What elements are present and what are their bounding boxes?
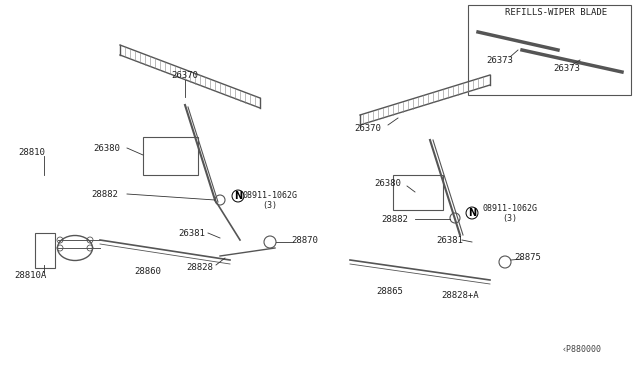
Text: REFILLS-WIPER BLADE: REFILLS-WIPER BLADE <box>505 7 607 16</box>
Text: 28828+A: 28828+A <box>441 291 479 299</box>
Text: 26373: 26373 <box>554 64 580 73</box>
Bar <box>35 233 55 268</box>
Bar <box>143 137 198 175</box>
Text: 26380: 26380 <box>374 179 401 187</box>
Text: 28882: 28882 <box>381 215 408 224</box>
Text: 08911-1062G: 08911-1062G <box>483 203 538 212</box>
Text: 28860: 28860 <box>134 267 161 276</box>
Text: N: N <box>234 191 242 201</box>
Text: 28828: 28828 <box>187 263 213 273</box>
Text: N: N <box>468 208 476 218</box>
Text: (3): (3) <box>502 214 518 222</box>
Text: 28810A: 28810A <box>14 270 46 279</box>
Text: 28810: 28810 <box>19 148 45 157</box>
Text: 26381: 26381 <box>179 228 205 237</box>
Text: (3): (3) <box>262 201 278 209</box>
Text: 28882: 28882 <box>92 189 118 199</box>
Text: 26370: 26370 <box>172 71 198 80</box>
Bar <box>393 175 443 210</box>
Bar <box>468 5 631 95</box>
Text: 26381: 26381 <box>436 235 463 244</box>
Text: 28875: 28875 <box>515 253 541 262</box>
Text: 08911-1062G: 08911-1062G <box>243 190 298 199</box>
Text: 26373: 26373 <box>486 55 513 64</box>
Text: 26370: 26370 <box>355 124 381 132</box>
Text: ‹P880000: ‹P880000 <box>562 346 602 355</box>
Text: 28870: 28870 <box>292 235 319 244</box>
Text: 26380: 26380 <box>93 144 120 153</box>
Text: 28865: 28865 <box>376 288 403 296</box>
